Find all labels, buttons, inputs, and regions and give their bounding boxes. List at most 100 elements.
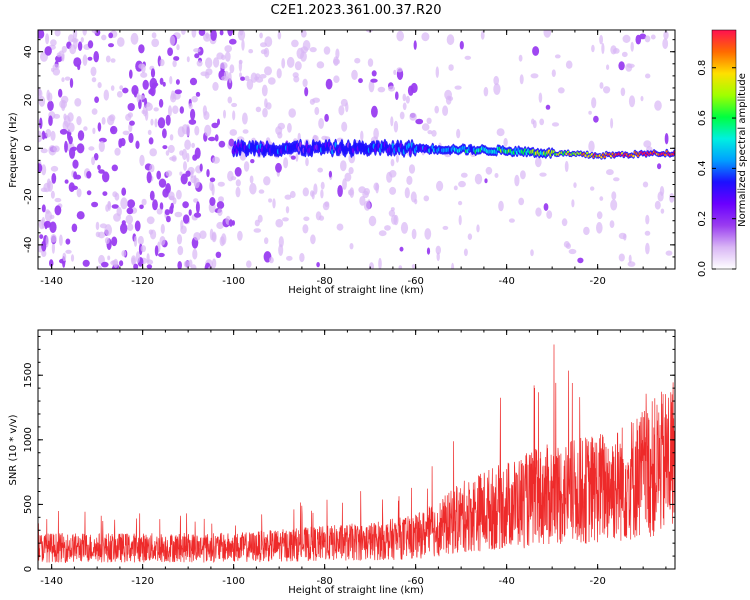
x-tick-label: -100 xyxy=(222,576,245,587)
heatmap-cell xyxy=(255,106,262,113)
heatmap-cell xyxy=(645,214,650,225)
heatmap-cell xyxy=(393,120,399,133)
heatmap-cell xyxy=(188,119,197,125)
heatmap-cell xyxy=(573,182,577,189)
heatmap-cell xyxy=(101,117,106,125)
heatmap-cell xyxy=(551,122,560,127)
heatmap-cell xyxy=(409,112,417,121)
heatmap-cell xyxy=(618,232,627,240)
heatmap-cell xyxy=(150,118,154,126)
heatmap-cell xyxy=(591,97,597,109)
heatmap-cell xyxy=(162,145,168,150)
heatmap-cell xyxy=(336,223,344,231)
heatmap-cell xyxy=(669,193,675,203)
heatmap-cell xyxy=(313,135,319,143)
x-tick-label: -60 xyxy=(407,276,423,287)
heatmap-cell xyxy=(65,249,72,254)
heatmap-cell xyxy=(217,181,225,187)
y-tick-label: 1500 xyxy=(23,362,34,387)
snr-series-line xyxy=(37,344,676,563)
heatmap-cell xyxy=(426,117,432,125)
heatmap-cell xyxy=(610,118,614,129)
heatmap-cell xyxy=(156,208,163,215)
heatmap-cell xyxy=(69,147,76,159)
x-tick-label: -80 xyxy=(316,276,332,287)
heatmap-cell xyxy=(384,225,391,231)
heatmap-cell xyxy=(410,191,417,203)
heatmap-cell xyxy=(622,34,631,44)
heatmap-cell xyxy=(664,153,667,157)
heatmap-cell xyxy=(127,199,136,209)
heatmap-cell xyxy=(278,244,284,256)
heatmap-cell xyxy=(154,118,158,128)
heatmap-cell xyxy=(568,248,577,255)
heatmap-cell xyxy=(210,30,217,41)
heatmap-cell xyxy=(406,175,413,185)
heatmap-cell xyxy=(235,179,241,187)
heatmap-cell xyxy=(150,68,156,78)
heatmap-cell xyxy=(618,61,625,71)
heatmap-cell xyxy=(214,134,219,142)
heatmap-cell xyxy=(358,78,363,84)
heatmap-cell xyxy=(342,178,347,190)
heatmap-cell xyxy=(92,127,96,134)
heatmap-cell xyxy=(241,39,245,51)
heatmap-cell xyxy=(493,83,501,95)
heatmap-cell xyxy=(484,178,488,184)
heatmap-cell xyxy=(243,161,250,172)
heatmap-cell xyxy=(459,40,464,50)
heatmap-cell xyxy=(546,210,553,219)
heatmap-cell xyxy=(50,39,57,47)
heatmap-cell xyxy=(145,102,153,112)
heatmap-cell xyxy=(654,100,662,111)
heatmap-cell xyxy=(87,40,94,49)
heatmap-cell xyxy=(45,33,50,45)
heatmap-cell xyxy=(112,191,118,198)
heatmap-cell xyxy=(56,52,62,58)
heatmap-cell xyxy=(411,228,417,240)
heatmap-cell xyxy=(664,133,669,145)
heatmap-cell xyxy=(137,235,144,246)
heatmap-cell xyxy=(127,103,135,111)
heatmap-cell xyxy=(44,210,53,222)
heatmap-cell xyxy=(58,88,63,98)
heatmap-cell xyxy=(599,82,604,89)
heatmap-cell xyxy=(39,234,44,240)
heatmap-cell xyxy=(41,240,47,252)
heatmap-cell xyxy=(169,205,174,215)
heatmap-cell xyxy=(194,53,200,59)
heatmap-cell xyxy=(148,229,154,235)
heatmap-cell xyxy=(565,60,573,69)
heatmap-cell xyxy=(354,57,361,64)
heatmap-cell xyxy=(146,264,153,269)
heatmap-cell xyxy=(627,261,636,267)
heatmap-cell xyxy=(69,44,77,55)
heatmap-cell xyxy=(193,48,201,53)
x-tick-label: -20 xyxy=(589,276,605,287)
heatmap-cell xyxy=(427,130,433,135)
heatmap-cell xyxy=(73,171,78,180)
heatmap-cell xyxy=(399,111,405,120)
heatmap-cell xyxy=(363,200,371,211)
heatmap-cell xyxy=(209,180,214,191)
heatmap-cell xyxy=(133,235,138,247)
heatmap-cell xyxy=(156,170,161,180)
heatmap-cell xyxy=(54,197,62,203)
heatmap-cell xyxy=(77,41,83,51)
heatmap-cell xyxy=(264,237,269,245)
heatmap-cell xyxy=(110,58,116,63)
heatmap-cell xyxy=(223,109,226,119)
heatmap-cell xyxy=(264,98,268,108)
heatmap-cell xyxy=(404,187,410,199)
colorbar-tick-label: 0.6 xyxy=(697,110,708,126)
heatmap-cell xyxy=(134,220,141,232)
heatmap-cell xyxy=(539,118,545,126)
heatmap-cell xyxy=(111,204,119,209)
heatmap-cell xyxy=(109,114,116,122)
heatmap-cell xyxy=(190,108,196,121)
heatmap-cell xyxy=(46,178,51,189)
heatmap-cell xyxy=(164,209,170,216)
heatmap-cell xyxy=(76,116,82,126)
heatmap-cell xyxy=(199,230,207,239)
heatmap-cell xyxy=(660,208,665,214)
